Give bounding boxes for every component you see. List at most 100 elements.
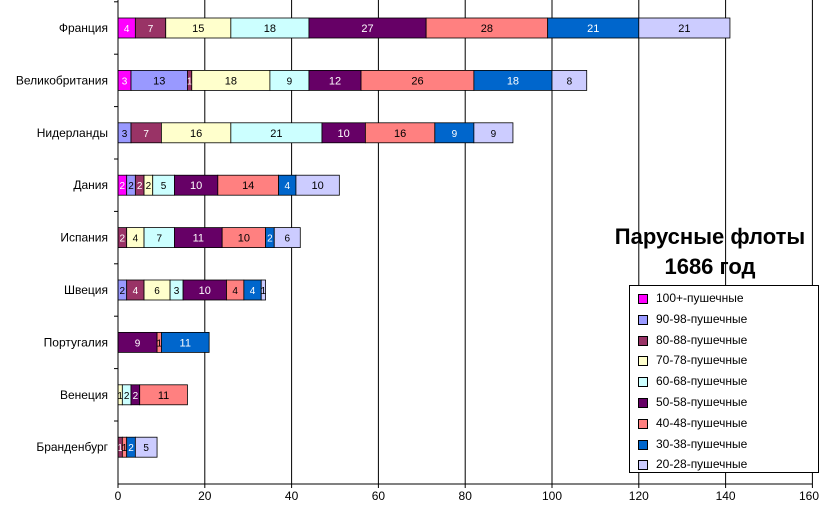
- bar-value-label: 1: [156, 338, 162, 349]
- legend-item: 20-28-пушечные: [630, 454, 818, 475]
- legend-item: 60-68-пушечные: [630, 371, 818, 392]
- bar-value-label: 28: [481, 23, 493, 35]
- category-label: Испания: [60, 231, 108, 245]
- bar-value-label: 18: [264, 23, 276, 35]
- bar-value-label: 8: [567, 76, 573, 87]
- bar-value-label: 2: [120, 181, 126, 192]
- bar-value-label: 2: [128, 443, 134, 454]
- bar-segment: [295, 174, 340, 196]
- legend-label: 60-68-пушечные: [656, 374, 748, 389]
- legend-item: 50-58-пушечные: [630, 392, 818, 413]
- category-label: Бранденбург: [36, 440, 108, 454]
- bar-value-label: 2: [267, 234, 273, 245]
- bar-value-label: 4: [232, 286, 238, 297]
- bar-value-label: 4: [133, 286, 139, 297]
- x-tick-label: 40: [285, 489, 299, 503]
- bar-segment: [260, 279, 266, 301]
- bar-value-label: 26: [411, 75, 423, 87]
- bar-value-label: 9: [452, 129, 458, 140]
- bar-value-label: 1: [117, 443, 123, 454]
- bar-value-label: 1: [261, 286, 267, 297]
- bar-value-label: 2: [137, 181, 143, 192]
- bar-value-label: 4: [250, 286, 256, 297]
- bar-value-label: 1: [122, 443, 128, 454]
- legend-swatch: [638, 439, 648, 450]
- bar-value-label: 12: [329, 75, 341, 87]
- bar-value-label: 21: [270, 128, 282, 140]
- bar-value-label: 5: [143, 443, 149, 454]
- legend-swatch: [638, 335, 648, 346]
- x-tick-label: 80: [459, 489, 473, 503]
- bar-value-label: 27: [361, 23, 373, 35]
- category-label: Португалия: [44, 335, 108, 349]
- legend-item: 90-98-пушечные: [630, 309, 818, 330]
- bar-value-label: 21: [587, 23, 599, 35]
- category-label: Швеция: [64, 283, 108, 297]
- bar-value-label: 18: [225, 75, 237, 87]
- bar-value-label: 3: [122, 129, 128, 140]
- legend-label: 100+-пушечные: [656, 291, 744, 305]
- bar-value-label: 9: [135, 338, 141, 349]
- legend-item: 80-88-пушечные: [630, 330, 818, 351]
- bar-value-label: 13: [153, 75, 165, 87]
- legend-swatch: [638, 377, 648, 388]
- bar-segment: [134, 436, 158, 458]
- legend-item: 100+-пушечные: [630, 288, 818, 309]
- x-tick-label: 60: [372, 489, 386, 503]
- chart-title: Парусные флоты 1686 год: [585, 222, 822, 282]
- bar-value-label: 2: [120, 234, 126, 245]
- legend-label: 50-58-пушечные: [656, 394, 748, 409]
- bar-value-label: 11: [180, 337, 191, 349]
- bar-value-label: 14: [242, 180, 254, 192]
- axes: Франция Великобритания Нидерланды Дания Испа…: [16, 0, 819, 503]
- bar-value-label: 4: [124, 24, 130, 35]
- bar-value-label: 18: [507, 75, 519, 87]
- category-label: Франция: [59, 21, 108, 35]
- bar-value-label: 16: [394, 128, 406, 140]
- legend-item: 70-78-пушечные: [630, 350, 818, 371]
- bar-value-label: 11: [193, 233, 204, 245]
- legend-label: 20-28-пушечные: [656, 457, 748, 472]
- x-tick-label: 160: [799, 489, 819, 503]
- chart-title-line-2: 1686 год: [664, 254, 756, 279]
- legend-swatch: [638, 314, 648, 325]
- bar-value-label: 16: [190, 128, 202, 140]
- x-tick-label: 0: [115, 489, 122, 503]
- legend-label: 90-98-пушечные: [656, 311, 748, 326]
- bar-value-label: 2: [146, 181, 152, 192]
- chart-title-line-1: Парусные флоты: [614, 224, 806, 249]
- x-tick-label: 140: [716, 489, 736, 503]
- legend-swatch: [638, 294, 648, 304]
- category-label: Дания: [73, 178, 108, 192]
- legend-item: 40-48-пушечные: [630, 413, 818, 434]
- bar-segment: [273, 227, 301, 249]
- legend-label: 80-88-пушечные: [656, 332, 748, 347]
- bar-value-label: 2: [124, 391, 130, 402]
- legend-label: 30-38-пушечные: [656, 436, 748, 451]
- x-tick-label: 120: [629, 489, 649, 503]
- bar-value-label: 15: [192, 23, 204, 35]
- bar-value-label: 10: [338, 128, 350, 140]
- category-label: Великобритания: [16, 73, 108, 87]
- x-tick-label: 20: [198, 489, 212, 503]
- legend-label: 40-48-пушечные: [656, 415, 748, 430]
- bar-value-label: 7: [148, 24, 154, 35]
- bar-value-label: 3: [174, 286, 180, 297]
- legend-swatch: [638, 356, 648, 367]
- bar-segments: 4 7 15 18 27 28 21 213 13 1 18 9 12 26 18 83 7 16 21 10 16 9 9…: [117, 17, 731, 458]
- bar-value-label: 6: [154, 286, 160, 297]
- bar-segment: [473, 122, 514, 144]
- bar-segment: [139, 384, 188, 406]
- bar-value-label: 1: [187, 76, 193, 87]
- bar-value-label: 9: [491, 129, 497, 140]
- legend-swatch: [638, 460, 648, 471]
- legend: 100+-пушечные 90-98-пушечные 80-88-пушечны…: [629, 285, 819, 473]
- bar-value-label: 1: [117, 391, 123, 402]
- bar-value-label: 10: [190, 180, 202, 192]
- bar-value-label: 10: [312, 180, 324, 192]
- bar-value-label: 2: [133, 391, 139, 402]
- bar-value-label: 9: [287, 76, 293, 87]
- bar-value-label: 2: [120, 286, 126, 297]
- bar-value-label: 4: [133, 234, 139, 245]
